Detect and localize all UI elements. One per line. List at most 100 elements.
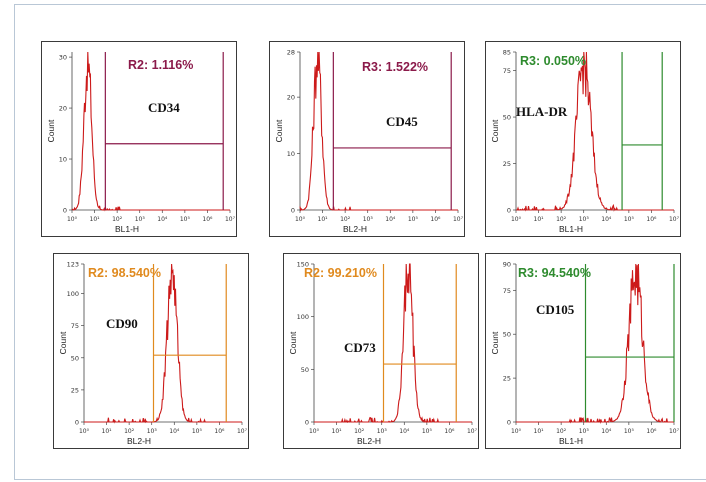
histogram-trace [314,263,472,424]
x-tick-label: 10³ [147,428,158,435]
x-tick-label: 10⁰ [295,216,306,223]
histogram-panel-cd105: 0 25 50 75 90 10⁰ 10¹ 10² 10³ 10⁴ 10⁵ 10⁶ 10⁷ BL1-H Co… [485,253,681,449]
y-tick-label: 25 [71,386,79,394]
y-tick-label: 90 [503,261,511,269]
marker-label: CD73 [344,340,376,355]
x-tick-label: 10⁷ [237,428,248,435]
x-tick-label: 10⁶ [214,428,225,435]
axis-lines [313,264,472,423]
axis-lines [299,52,458,211]
y-axis-title: Count [274,119,284,142]
histogram-panel-cd73: 0 50 100 150 10⁰ 10¹ 10² 10³ 10⁴ 10⁵ 10⁶ 10⁷ BL2-H Co… [283,253,479,449]
x-tick-label: 10⁶ [646,216,657,223]
x-tick-label: 10² [340,216,351,223]
x-axis-title: BL1-H [559,436,583,446]
histogram-panel-cd34: 0 10 20 30 10⁰ 10¹ 10² 10³ 10⁴ 10⁵ 10⁶ 10⁷ BL1-H Coun… [41,41,237,237]
y-tick-label: 0 [507,207,511,215]
y-tick-label: 75 [71,322,79,330]
x-tick-label: 10⁶ [430,216,441,223]
y-tick-label: 75 [503,287,511,295]
histogram-plot: 0 10 20 28 10⁰ 10¹ 10² 10³ 10⁴ 10⁵ 10⁶ 10⁷ BL2-H Coun… [274,49,464,235]
x-tick-label: 10⁰ [309,428,320,435]
x-tick-label: 10¹ [102,428,113,435]
y-tick-label: 50 [503,331,511,339]
y-tick-label: 75 [503,67,511,75]
x-tick-label: 10⁵ [624,428,635,435]
histogram-panel-hla-dr: 0 25 50 75 85 10⁰ 10¹ 10² 10³ 10⁴ 10⁵ 10⁶ 10⁷ BL1-H Co… [485,41,681,237]
x-tick-label: 10¹ [90,216,101,223]
x-tick-label: 10⁰ [79,428,90,435]
x-tick-label: 10³ [579,216,590,223]
y-tick-label: 30 [59,54,67,62]
histogram-plot: 0 25 50 75 90 10⁰ 10¹ 10² 10³ 10⁴ 10⁵ 10⁶ 10⁷ BL1-H Co… [490,261,680,447]
y-tick-label: 50 [71,354,79,362]
gate-region [332,52,452,210]
x-tick-label: 10⁴ [157,216,168,223]
gate-region [104,52,224,210]
x-tick-label: 10¹ [534,428,545,435]
x-tick-label: 10⁶ [444,428,455,435]
histogram-trace [516,263,674,424]
x-tick-label: 10⁴ [385,216,396,223]
x-tick-label: 10³ [135,216,146,223]
histogram-plot: 0 50 100 150 10⁰ 10¹ 10² 10³ 10⁴ 10⁵ 10⁶ 10⁷ BL2-H Co… [288,261,478,447]
x-tick-label: 10⁵ [192,428,203,435]
histogram-trace [71,51,230,212]
x-tick-label: 10⁴ [399,428,410,435]
y-tick-label: 50 [301,366,309,374]
y-tick-label: 10 [287,150,295,158]
x-tick-label: 10⁷ [225,216,236,223]
marker-label: CD34 [148,100,180,115]
x-tick-label: 10³ [363,216,374,223]
x-tick-label: 10⁰ [511,428,522,435]
x-tick-label: 10¹ [332,428,343,435]
x-tick-label: 10⁵ [624,216,635,223]
x-tick-label: 10⁵ [422,428,433,435]
axis-lines [515,52,674,211]
axis-lines [515,264,674,423]
histogram-plot: 0 25 50 75 100 123 10⁰ 10¹ 10² 10³ 10⁴ 10⁵ 10⁶ 10⁷ BL2… [58,261,248,447]
y-tick-label: 0 [75,419,79,427]
x-tick-label: 10⁷ [467,428,478,435]
y-tick-label: 10 [59,156,67,164]
x-tick-label: 10³ [377,428,388,435]
y-axis-title: Count [490,331,500,354]
y-tick-label: 0 [63,207,67,215]
gate-label: R3: 94.540% [518,266,591,280]
histogram-plot: 0 25 50 75 85 10⁰ 10¹ 10² 10³ 10⁴ 10⁵ 10⁶ 10⁷ BL1-H Co… [490,49,680,235]
x-tick-label: 10⁶ [646,428,657,435]
x-tick-label: 10² [556,216,567,223]
y-tick-label: 0 [291,207,295,215]
x-tick-label: 10¹ [318,216,329,223]
y-tick-label: 25 [503,375,511,383]
gate-label: R3: 1.522% [362,60,429,74]
axis-lines [71,52,230,211]
x-axis-title: BL2-H [343,224,367,234]
x-tick-label: 10⁷ [669,428,680,435]
marker-label: CD45 [386,114,418,129]
gate-region [382,264,457,422]
y-tick-label: 150 [297,261,309,269]
histogram-plot: 0 10 20 30 10⁰ 10¹ 10² 10³ 10⁴ 10⁵ 10⁶ 10⁷ BL1-H Coun… [46,51,236,234]
marker-label: CD90 [106,316,138,331]
x-tick-label: 10⁷ [453,216,464,223]
gate-region [621,52,663,210]
y-tick-label: 0 [507,419,511,427]
y-tick-label: 50 [503,114,511,122]
x-tick-label: 10⁷ [669,216,680,223]
gate-label: R2: 99.210% [304,266,377,280]
x-tick-label: 10⁴ [601,216,612,223]
x-axis-title: BL2-H [127,436,151,446]
y-tick-label: 28 [287,49,295,57]
marker-label: CD105 [536,302,575,317]
gate-label: R3: 0.050% [520,54,587,68]
x-tick-label: 10² [112,216,123,223]
y-tick-label: 85 [503,49,511,57]
x-tick-label: 10⁶ [202,216,213,223]
x-tick-label: 10⁵ [180,216,191,223]
x-axis-title: BL1-H [559,224,583,234]
figure-frame: 0 10 20 30 10⁰ 10¹ 10² 10³ 10⁴ 10⁵ 10⁶ 10⁷ BL1-H Coun… [14,4,706,480]
gate-region [152,264,227,422]
y-axis-title: Count [490,119,500,142]
histogram-panel-cd45: 0 10 20 28 10⁰ 10¹ 10² 10³ 10⁴ 10⁵ 10⁶ 10⁷ BL2-H Coun… [269,41,465,237]
